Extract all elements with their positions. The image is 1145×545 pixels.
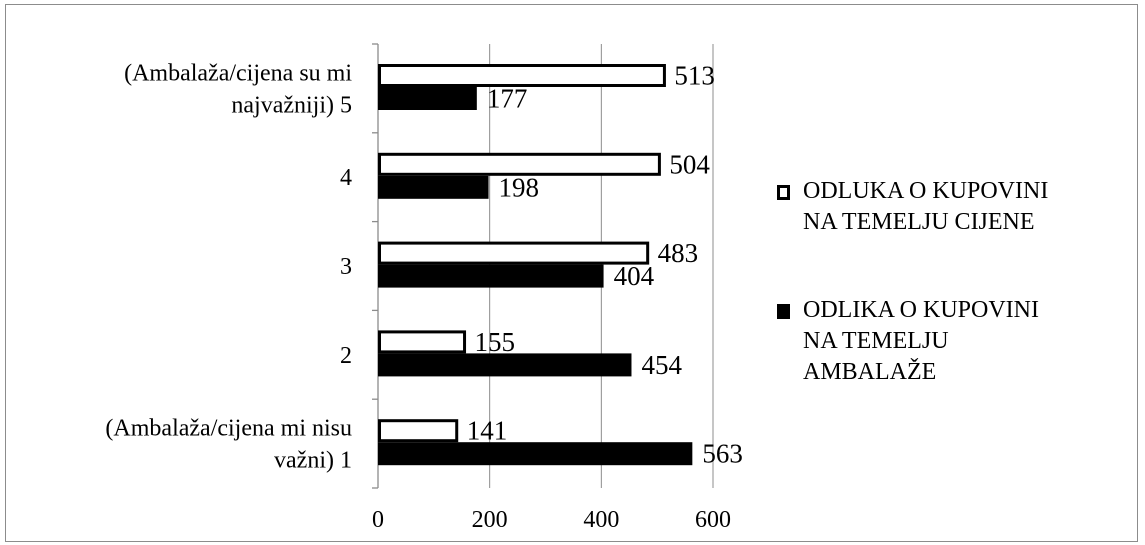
bar-packaging (378, 87, 477, 110)
bar-price (378, 64, 666, 87)
x-tick-label: 400 (583, 507, 619, 533)
data-label-price: 483 (658, 238, 699, 268)
axes: 0 200 400 600 (Ambalaža/cijena mi nisu važni)… (105, 43, 731, 533)
y-category-label: važni) 1 (274, 448, 352, 474)
legend-label-packaging: AMBALAŽE (803, 359, 936, 385)
data-label-price: 504 (669, 149, 710, 179)
data-label-price: 155 (475, 327, 515, 357)
bar-price (378, 330, 467, 354)
legend-label-packaging: NA TEMELJU (803, 328, 949, 354)
y-category-label: (Ambalaža/cijena mi nisu (105, 416, 352, 442)
data-label-price: 141 (467, 416, 508, 446)
y-category-label: najvažniji) 5 (231, 92, 352, 118)
y-category-label: 3 (340, 254, 352, 280)
x-tick-label: 600 (695, 507, 731, 533)
data-label-packaging: 563 (702, 439, 743, 469)
legend-label-packaging: ODLIKA O KUPOVINI (803, 297, 1039, 323)
bar-packaging (378, 264, 604, 288)
data-label-packaging: 198 (499, 172, 540, 202)
data-label-price: 513 (674, 61, 715, 91)
bar-price (378, 241, 650, 265)
legend-label-price: ODLUKA O KUPOVINI (803, 178, 1048, 204)
bar-price (378, 419, 459, 443)
bar-packaging (378, 442, 693, 466)
bar-packaging (378, 175, 489, 199)
data-label-packaging: 454 (641, 350, 682, 380)
x-tick-label: 200 (472, 507, 508, 533)
y-category-label: 2 (340, 343, 352, 369)
data-label-packaging: 177 (487, 84, 528, 114)
y-category-label: (Ambalaža/cijena su mi (124, 60, 352, 86)
legend-marker-packaging (777, 304, 790, 319)
data-label-packaging: 404 (614, 261, 655, 291)
bar-packaging (378, 353, 632, 377)
bar-price (378, 152, 661, 176)
x-tick-label: 0 (372, 507, 384, 533)
legend: ODLUKA O KUPOVINI NA TEMELJU CIJENE ODLIKA… (777, 178, 1048, 385)
legend-marker-price (777, 185, 790, 200)
legend-label-price: NA TEMELJU CIJENE (803, 209, 1035, 235)
bars (378, 64, 693, 466)
y-category-label: 4 (340, 165, 352, 191)
